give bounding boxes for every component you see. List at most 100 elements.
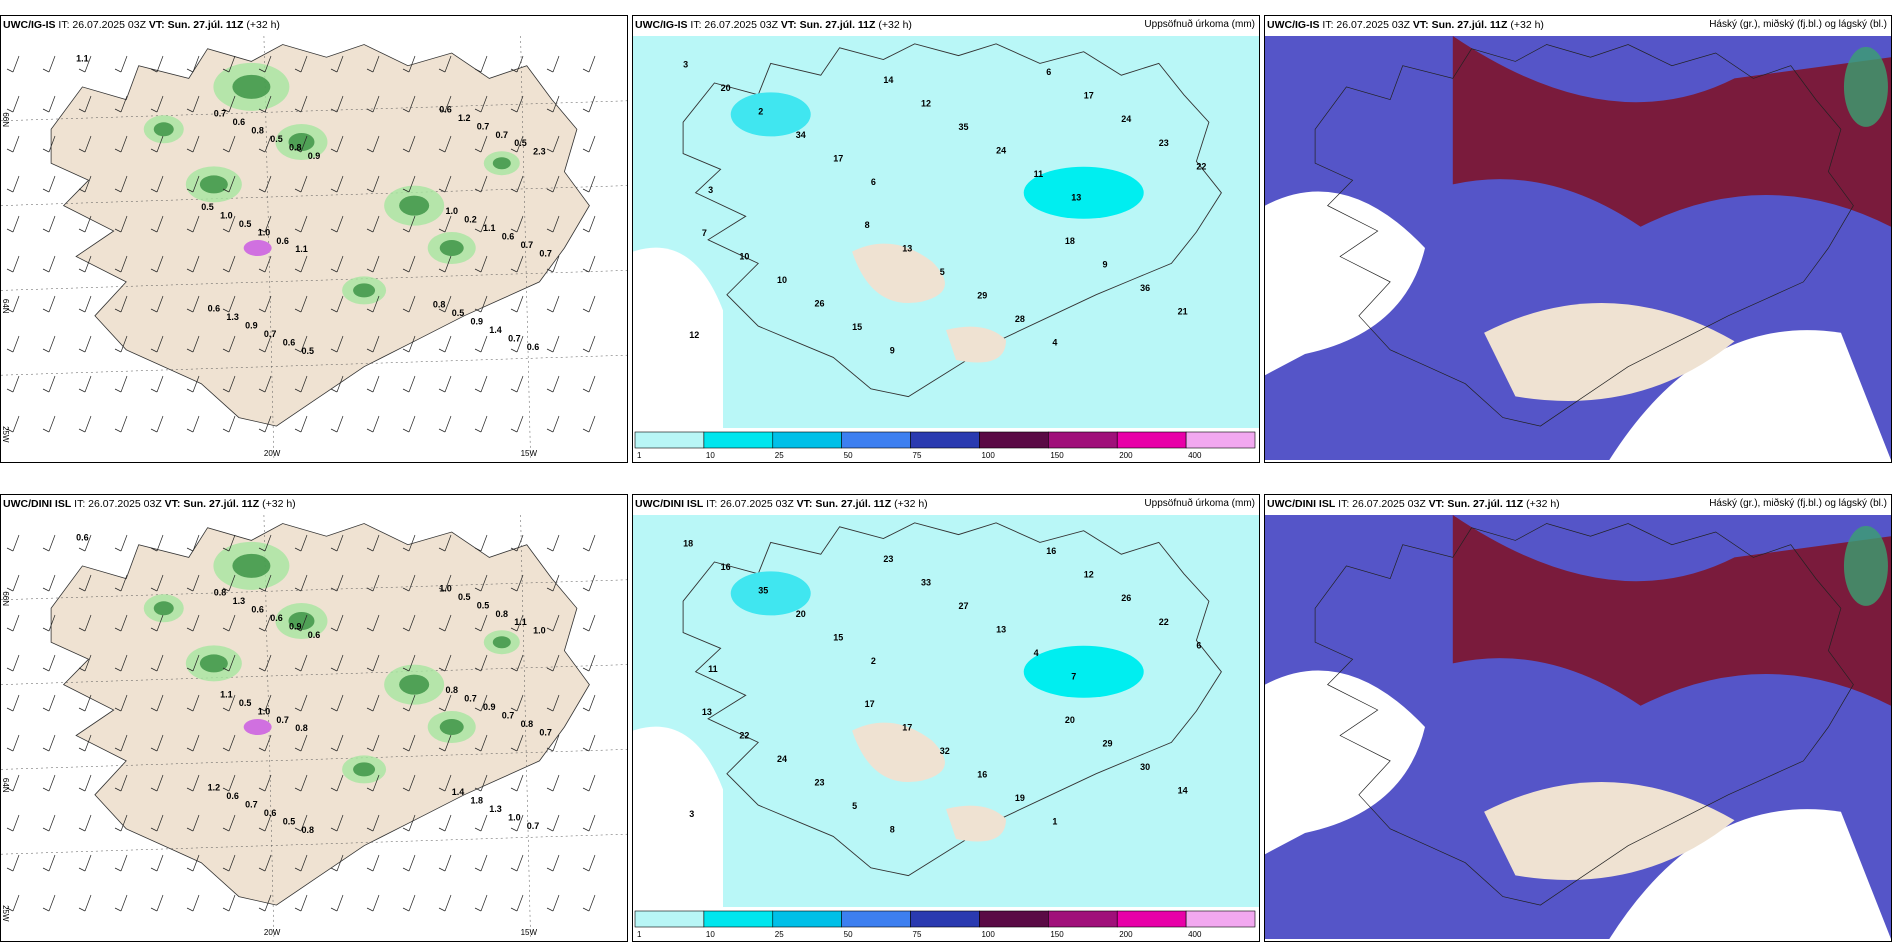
wind-barb <box>222 654 236 672</box>
wind-barb <box>330 654 344 672</box>
precip-value: 14 <box>883 75 893 85</box>
wind-barb <box>222 534 236 552</box>
wind-barb <box>186 255 200 273</box>
wind-map[interactable]: 1.1 0.9 0.7 0.5 2.3 1.1 0.6 0.8 0.7 0.6 0.5 0.6 0.7 0… <box>1 36 627 460</box>
wind-barb <box>474 255 488 273</box>
colorbar-label: 50 <box>844 451 853 460</box>
colorbar: 1 10 25 50 75 100 150 200 400 <box>633 909 1259 941</box>
value-label: 0.7 <box>502 711 515 721</box>
precip-value: 6 <box>871 177 876 187</box>
wind-barb <box>366 614 380 632</box>
land-visible <box>1484 781 1735 881</box>
value-label: 0.7 <box>464 694 477 704</box>
wind-barb <box>330 854 344 872</box>
wind-barb <box>474 534 488 552</box>
precip-value: 12 <box>1084 570 1094 580</box>
value-label: 1.1 <box>483 223 496 233</box>
precip-core <box>353 283 376 298</box>
lon-label: 20W <box>264 449 281 458</box>
wind-barb <box>582 854 596 872</box>
wind-barb <box>330 814 344 832</box>
colorbar-label: 10 <box>706 451 715 460</box>
wind-barb <box>186 55 200 73</box>
colorbar-label: 25 <box>775 451 784 460</box>
wind-barb <box>510 654 524 672</box>
heavy-precip <box>730 571 811 616</box>
wind-barb <box>42 894 56 912</box>
graticule-line <box>1 833 627 855</box>
wind-barb <box>258 375 272 393</box>
wind-barb <box>474 175 488 193</box>
wind-barb <box>546 215 560 233</box>
wind-map[interactable]: 0.6 0.6 0.7 0.8 1.0 0.8 0.7 0.9 0.8 0.5 1.1 0.7 1.0 0… <box>1 515 627 939</box>
wind-barb <box>546 175 560 193</box>
cloud-map[interactable] <box>1265 36 1891 460</box>
precip-value: 10 <box>739 251 749 261</box>
precip-map[interactable]: 3 8 6 7 14 18 20 13 17 10 12 9 2 5 24 10 35 36 34 29 23 26 24 2… <box>633 36 1259 428</box>
wind-barb <box>6 295 20 313</box>
wind-barb <box>186 894 200 912</box>
value-label: 0.7 <box>264 329 277 339</box>
map-title: Uppsöfnuð úrkoma (mm) <box>1144 19 1255 30</box>
colorbar-swatch <box>634 431 705 449</box>
precip-value: 13 <box>1071 193 1081 203</box>
wind-barb <box>6 574 20 592</box>
value-label: 1.0 <box>258 706 271 716</box>
wind-barb <box>42 175 56 193</box>
wind-barb <box>330 255 344 273</box>
wind-barb <box>258 534 272 552</box>
precip-value: 10 <box>777 275 787 285</box>
value-label: 0.8 <box>214 588 227 598</box>
wind-barb <box>402 255 416 273</box>
wind-barb <box>510 814 524 832</box>
value-label: 1.4 <box>489 325 502 335</box>
precip-core <box>199 654 228 673</box>
wind-barb <box>114 295 128 313</box>
wind-barb <box>294 135 308 153</box>
wind-barb <box>474 574 488 592</box>
wind-barb <box>402 375 416 393</box>
wind-barb <box>294 415 308 433</box>
value-label: 0.6 <box>527 342 540 352</box>
wind-barb <box>114 135 128 153</box>
wind-barb <box>78 335 92 353</box>
colorbar-swatch <box>841 431 911 449</box>
wind-barb <box>114 694 128 712</box>
wind-barb <box>294 734 308 752</box>
wind-barb <box>258 654 272 672</box>
wind-barb <box>294 614 308 632</box>
wind-barb <box>258 694 272 712</box>
wind-barb <box>402 415 416 433</box>
wind-barb <box>294 255 308 273</box>
precip-value: 35 <box>758 585 768 595</box>
precip-map[interactable]: 18 17 16 13 23 20 16 17 12 22 33 29 35 32 26 24 27 30 20 16… <box>633 515 1259 907</box>
precip-value: 19 <box>1015 793 1025 803</box>
wind-barb <box>330 55 344 73</box>
wind-barb <box>114 335 128 353</box>
wind-barb <box>438 894 452 912</box>
wind-barb <box>510 734 524 752</box>
cloud-map[interactable] <box>1265 515 1891 939</box>
high-precip-blob <box>243 719 272 735</box>
wind-barb <box>294 335 308 353</box>
precip-value: 29 <box>1103 738 1113 748</box>
wind-barb <box>258 774 272 792</box>
wind-barb <box>510 854 524 872</box>
wind-barb <box>438 854 452 872</box>
wind-barb <box>114 854 128 872</box>
precip-value: 13 <box>902 244 912 254</box>
lat-label: 66N <box>1 591 10 606</box>
value-label: 1.1 <box>295 244 308 254</box>
wind-barb <box>582 375 596 393</box>
wind-barb <box>186 574 200 592</box>
graticule-line <box>1 579 627 601</box>
wind-barb <box>78 574 92 592</box>
wind-barb <box>510 375 524 393</box>
lat-label: 25W <box>1 905 10 922</box>
value-label: 0.5 <box>514 138 527 148</box>
value-label: 0.7 <box>477 121 490 131</box>
precip-value: 7 <box>1071 672 1076 682</box>
panel-header: UWC/IG-IS IT: 26.07.2025 03Z VT: Sun. 27… <box>635 19 1255 31</box>
wind-barb <box>78 694 92 712</box>
precip-value: 30 <box>1140 762 1150 772</box>
